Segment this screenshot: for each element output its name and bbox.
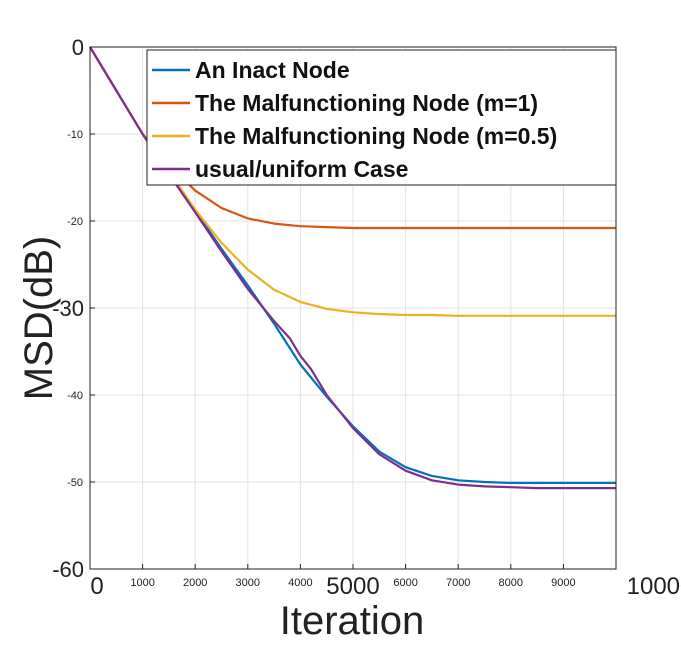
y-tick-label: -20 [67, 216, 83, 228]
legend: An Inact Node The Malfunctioning Node (m=… [146, 49, 617, 186]
x-tick-label: 6000 [393, 577, 417, 589]
x-tick-label: 7000 [446, 577, 470, 589]
x-tick-label: 2000 [183, 577, 207, 589]
x-axis-label: Iteration [280, 599, 425, 642]
axis-ticks: 0 1000 2000 3000 4000 5000 6000 7000 8000 9000 100… [52, 35, 681, 600]
x-tick-label: 8000 [499, 577, 523, 589]
y-axis-label: MSD(dB) [17, 236, 61, 400]
x-tick-label: 9000 [551, 577, 575, 589]
y-tick-label: -40 [67, 390, 83, 402]
y-tick-label: -10 [67, 129, 83, 141]
x-tick-label: 0 [90, 573, 103, 600]
y-tick-label: -50 [67, 477, 83, 489]
y-tick-label: -30 [52, 296, 84, 321]
legend-label-2: The Malfunctioning Node (m=0.5) [195, 123, 557, 149]
x-tick-label: 1000 [130, 577, 154, 589]
x-tick-label: 3000 [236, 577, 260, 589]
x-tick-label: 5000 [326, 573, 379, 600]
series-line-3 [89, 46, 616, 490]
y-tick-label: -60 [52, 557, 84, 582]
legend-label-3: usual/uniform Case [195, 156, 408, 182]
legend-label-0: An Inact Node [195, 57, 350, 83]
legend-label-1: The Malfunctioning Node (m=1) [195, 90, 538, 116]
legend-box [146, 49, 617, 186]
x-tick-label: 4000 [288, 577, 312, 589]
y-tick-label: 0 [72, 35, 84, 60]
